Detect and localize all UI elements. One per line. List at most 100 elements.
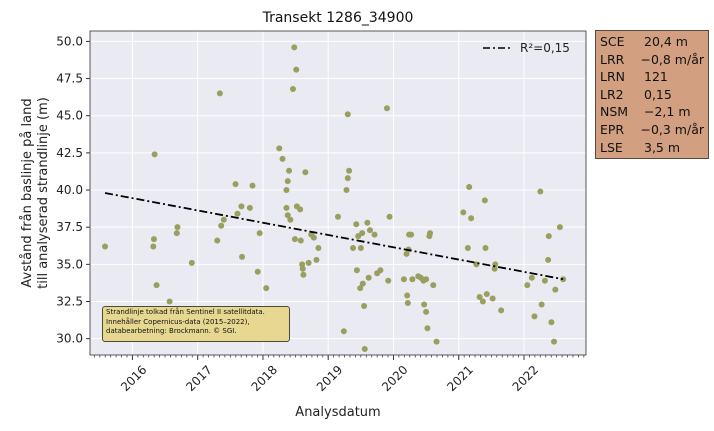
x-axis-label: Analysdatum [295, 405, 380, 420]
data-point [284, 178, 291, 185]
data-point [430, 282, 437, 289]
stats-value: −2,1 m [644, 104, 691, 120]
stats-value: 3,5 m [644, 139, 681, 155]
data-point [364, 219, 371, 226]
stats-key: NSM [600, 104, 629, 120]
data-point [366, 227, 373, 234]
x-tick-label: 2021 [444, 363, 475, 394]
y-tick-label: 42.5 [56, 146, 83, 160]
data-point [361, 346, 368, 353]
data-point [340, 328, 347, 335]
data-point [297, 206, 304, 213]
stats-value: 20,4 m [644, 34, 688, 49]
y-tick-label: 30.0 [56, 332, 83, 346]
data-point [365, 274, 372, 281]
y-tick-label: 37.5 [56, 220, 83, 234]
data-point [359, 280, 366, 287]
data-point [433, 338, 440, 345]
data-point [404, 292, 411, 299]
data-point [537, 188, 544, 195]
chart-title: Transekt 1286_34900 [262, 10, 414, 26]
y-tick-label: 40.0 [56, 183, 83, 197]
data-point [263, 285, 270, 292]
data-point [353, 267, 360, 274]
data-point [216, 90, 223, 97]
y-tick-label: 45.0 [56, 109, 83, 123]
stats-key: EPR [600, 121, 625, 137]
data-point [423, 308, 430, 315]
grid [90, 31, 586, 355]
y-axis-label-line1: Avstånd från baslinje på land [20, 98, 35, 287]
data-point [385, 277, 392, 284]
data-point [552, 286, 559, 293]
data-point [359, 230, 366, 237]
data-point [214, 237, 221, 244]
data-point [291, 44, 298, 51]
x-tick-label: 2019 [314, 363, 345, 394]
legend: R²=0,15 [482, 38, 570, 58]
data-point [538, 301, 545, 308]
data-point [460, 209, 467, 216]
data-point [408, 231, 415, 238]
data-point [151, 151, 158, 158]
data-point [188, 259, 195, 266]
data-point [491, 265, 498, 272]
data-point [357, 285, 364, 292]
stats-row-lr2: LR2 0,15 [600, 86, 704, 104]
y-tick-label: 35.0 [56, 257, 83, 271]
data-point [498, 307, 505, 314]
data-point [346, 167, 353, 174]
data-point [234, 210, 241, 217]
regression-line [104, 192, 564, 281]
stats-key: LRR [600, 51, 625, 67]
stats-value: −0,8 m/år [640, 51, 704, 67]
data-point [238, 203, 245, 210]
data-point [468, 215, 475, 222]
data-point [283, 187, 290, 194]
data-point [254, 268, 261, 275]
data-point [150, 243, 157, 250]
data-point [239, 253, 246, 260]
data-point [386, 213, 393, 220]
data-point [287, 216, 294, 223]
note-line-3: databearbetning: Brockmann. © SGI. [106, 327, 237, 336]
y-tick-label: 32.5 [56, 294, 83, 308]
y-tick-label: 50.0 [56, 34, 83, 48]
data-point [427, 230, 434, 237]
note-line-1: Strandlinje tolkad från Sentinel II sate… [106, 308, 265, 316]
stats-row-sce: SCE 20,4 m [600, 33, 704, 51]
data-point [300, 271, 307, 278]
data-point [371, 231, 378, 238]
stats-key: LR2 [600, 86, 624, 102]
data-point [466, 184, 473, 191]
data-points [102, 44, 567, 353]
data-point [548, 319, 555, 326]
data-source-note: Strandlinje tolkad från Sentinel II sate… [102, 306, 290, 342]
data-point [528, 274, 535, 281]
data-point [423, 276, 430, 283]
data-point [545, 233, 552, 240]
data-point [335, 213, 341, 220]
data-point [305, 259, 312, 266]
stats-key: LRN [600, 69, 625, 85]
data-point [350, 244, 357, 251]
data-point [476, 294, 483, 301]
data-point [409, 276, 416, 283]
data-point [421, 301, 428, 308]
data-point [361, 302, 368, 309]
stats-value: 121 [644, 69, 668, 85]
data-point [479, 298, 486, 305]
stats-box: SCE 20,4 m LRR −0,8 m/år LRN 121 LR2 0,15 NS… [595, 30, 709, 159]
data-point [284, 212, 291, 219]
data-point [404, 299, 411, 306]
data-point [464, 244, 471, 251]
data-point [166, 298, 173, 305]
x-tick-label: 2018 [249, 363, 280, 394]
stats-row-lrn: LRN 121 [600, 68, 704, 86]
data-point [150, 236, 157, 243]
data-point [283, 204, 290, 211]
data-point [343, 187, 350, 194]
data-point [249, 182, 256, 189]
data-point [489, 295, 496, 302]
